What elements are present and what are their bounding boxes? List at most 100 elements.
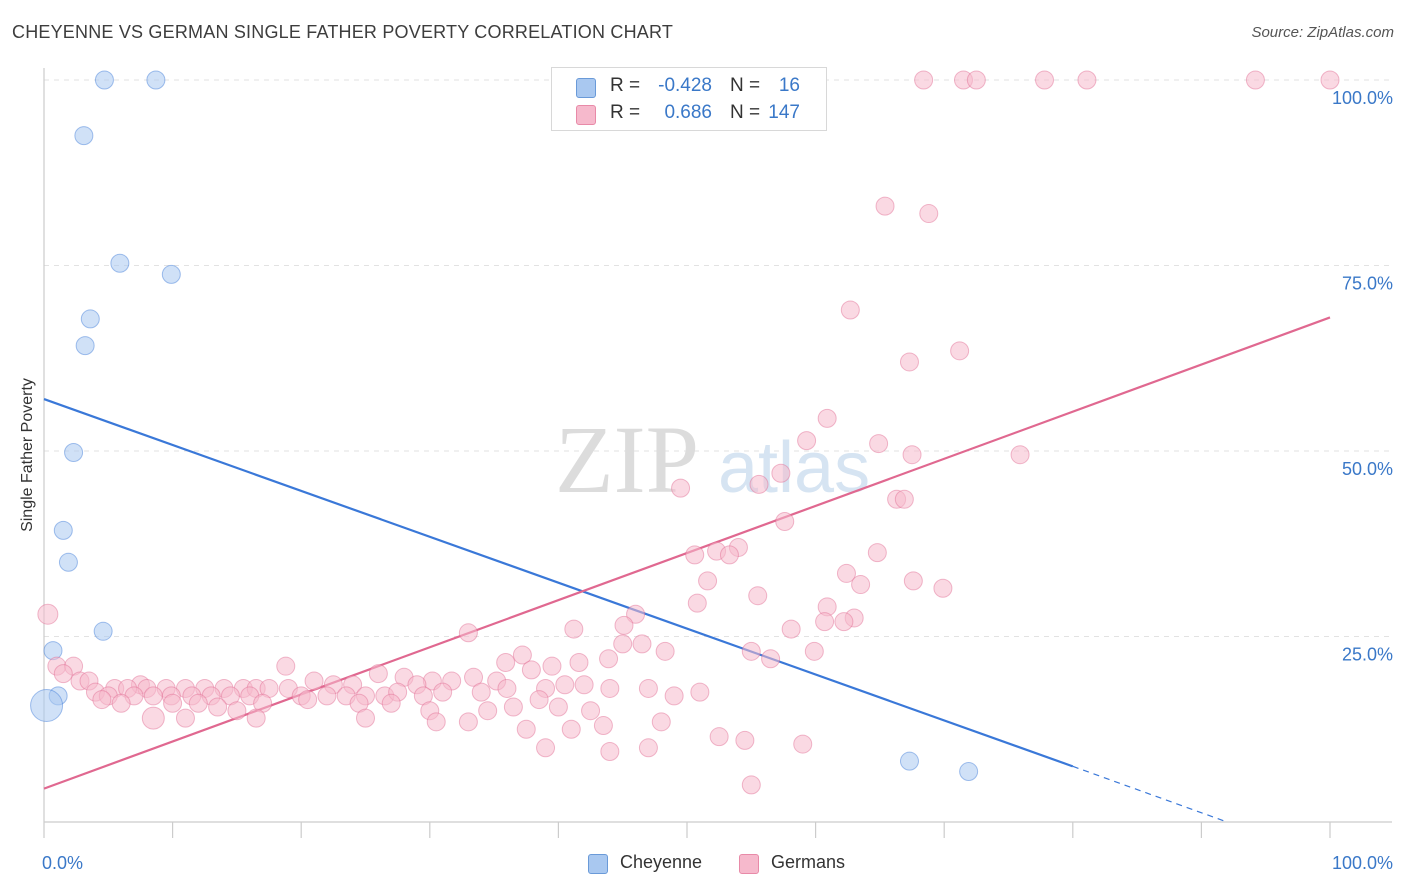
- legend-n-label: N =: [730, 75, 761, 96]
- watermark-atlas: atlas: [718, 428, 870, 508]
- legend-n-value: 16: [778, 75, 800, 96]
- data-point: [496, 652, 516, 672]
- correlation-legend: R = -0.428 N = 16 R = 0.686 N = 147: [551, 67, 827, 131]
- data-point: [574, 675, 594, 695]
- data-point: [894, 489, 914, 509]
- data-point: [43, 641, 63, 661]
- data-point: [664, 686, 684, 706]
- data-point: [834, 612, 854, 632]
- data-point: [93, 621, 113, 641]
- data-point: [840, 300, 860, 320]
- data-point: [163, 693, 183, 713]
- data-point: [304, 671, 324, 691]
- data-point: [613, 634, 633, 654]
- legend-r-value: -0.428: [658, 75, 712, 96]
- data-point: [92, 690, 112, 710]
- data-point: [458, 623, 478, 643]
- data-point: [869, 434, 889, 454]
- data-point: [933, 578, 953, 598]
- trend-extension-cheyenne: [1072, 765, 1228, 823]
- y-tick-label: 100.0%: [1332, 88, 1393, 108]
- legend-row-cheyenne: R = -0.428 N = 16: [552, 74, 826, 100]
- data-point: [94, 70, 114, 90]
- data-point: [781, 619, 801, 639]
- data-point: [381, 693, 401, 713]
- data-point: [638, 738, 658, 758]
- data-point: [464, 667, 484, 687]
- data-point: [208, 697, 228, 717]
- data-point: [175, 708, 195, 728]
- data-point: [433, 682, 453, 702]
- legend-swatch-cheyenne: [576, 78, 596, 98]
- data-point: [53, 664, 73, 684]
- data-point: [771, 463, 791, 483]
- legend-swatch-cheyenne: [588, 854, 608, 874]
- data-point: [741, 775, 761, 795]
- data-point: [227, 701, 247, 721]
- data-point: [471, 682, 491, 702]
- data-point: [626, 604, 646, 624]
- data-point: [542, 656, 562, 676]
- data-point: [950, 341, 970, 361]
- data-point: [141, 706, 165, 730]
- legend-r-label: R =: [610, 102, 641, 123]
- data-point: [548, 697, 568, 717]
- series-legend: Cheyenne Germans: [0, 852, 1406, 876]
- data-point: [503, 697, 523, 717]
- data-point: [761, 649, 781, 669]
- data-point: [555, 675, 575, 695]
- data-point: [569, 652, 589, 672]
- data-point: [748, 586, 768, 606]
- data-point: [111, 693, 131, 713]
- data-point: [368, 664, 388, 684]
- data-point: [521, 660, 541, 680]
- data-point: [914, 70, 934, 90]
- tick-labels: 25.0% 50.0% 75.0% 100.0% 0.0% 100.0%: [42, 88, 1393, 873]
- data-point: [851, 575, 871, 595]
- data-point: [426, 712, 446, 732]
- data-point: [53, 520, 73, 540]
- data-point: [903, 571, 923, 591]
- data-point: [581, 701, 601, 721]
- data-point: [246, 708, 266, 728]
- data-point: [899, 352, 919, 372]
- data-point: [638, 678, 658, 698]
- data-point: [793, 734, 813, 754]
- data-point: [804, 641, 824, 661]
- data-point: [478, 701, 498, 721]
- data-point: [749, 474, 769, 494]
- legend-n-value: 147: [768, 102, 800, 123]
- legend-row-germans: R = 0.686 N = 147: [552, 101, 826, 127]
- data-point: [161, 264, 181, 284]
- source-label: Source: ZipAtlas.com: [1251, 24, 1394, 41]
- data-point: [600, 742, 620, 762]
- data-point: [959, 762, 979, 782]
- data-point: [815, 612, 835, 632]
- data-point: [516, 719, 536, 739]
- series-germans: [37, 70, 1340, 795]
- data-point: [75, 336, 95, 356]
- data-point: [1245, 70, 1265, 90]
- data-point: [614, 615, 634, 635]
- data-point: [512, 645, 532, 665]
- data-point: [1035, 70, 1055, 90]
- legend-label-germans: Germans: [771, 852, 846, 872]
- data-point: [651, 712, 671, 732]
- data-points: [30, 70, 1340, 795]
- data-point: [80, 309, 100, 329]
- data-point: [690, 682, 710, 702]
- data-point: [529, 690, 549, 710]
- data-point: [110, 253, 130, 273]
- data-point: [593, 716, 613, 736]
- data-point: [276, 656, 296, 676]
- data-point: [836, 563, 856, 583]
- data-point: [74, 126, 94, 146]
- data-point: [817, 408, 837, 428]
- data-point: [899, 751, 919, 771]
- data-point: [1077, 70, 1097, 90]
- data-point: [146, 70, 166, 90]
- data-point: [1010, 445, 1030, 465]
- data-point: [698, 571, 718, 591]
- legend-r-value: 0.686: [664, 102, 712, 123]
- data-point: [317, 686, 337, 706]
